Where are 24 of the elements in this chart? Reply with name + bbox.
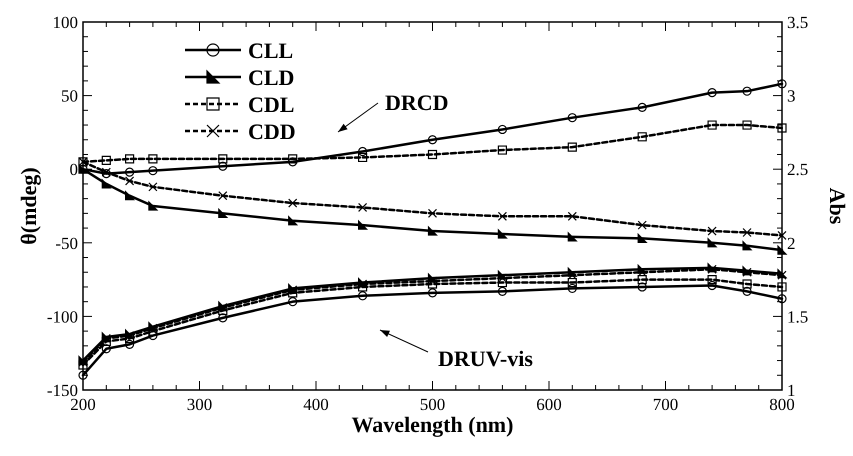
y2-tick-label: 2 xyxy=(787,234,796,253)
x-tick-label: 700 xyxy=(652,395,678,414)
legend-label: CDD xyxy=(248,119,296,144)
y-tick-label: -100 xyxy=(46,307,78,326)
y-tick-label: -50 xyxy=(55,234,78,253)
legend-label: CLL xyxy=(248,38,294,63)
y2-tick-label: 1.5 xyxy=(787,307,808,326)
y2-axis-title: Abs xyxy=(825,188,850,225)
annotation: DRUV-vis xyxy=(438,346,534,371)
x-tick-label: 500 xyxy=(420,395,446,414)
y-tick-label: 100 xyxy=(52,13,78,32)
y2-tick-label: 2.5 xyxy=(787,160,808,180)
annotation: DRCD xyxy=(385,90,449,115)
y-tick-label: 50 xyxy=(61,86,78,106)
x-tick-label: 600 xyxy=(536,395,562,414)
y-axis-title: θ(mdeg) xyxy=(16,167,41,245)
legend-label: CDL xyxy=(248,92,294,117)
y2-tick-label: 3.5 xyxy=(787,13,808,32)
y-tick-label: 0 xyxy=(70,160,78,180)
x-tick-label: 400 xyxy=(303,395,329,414)
x-tick-label: 300 xyxy=(186,395,212,414)
y2-tick-label: 3 xyxy=(787,86,796,106)
x-axis-title: Wavelength (nm) xyxy=(352,412,514,437)
legend-label: CLD xyxy=(248,65,294,90)
